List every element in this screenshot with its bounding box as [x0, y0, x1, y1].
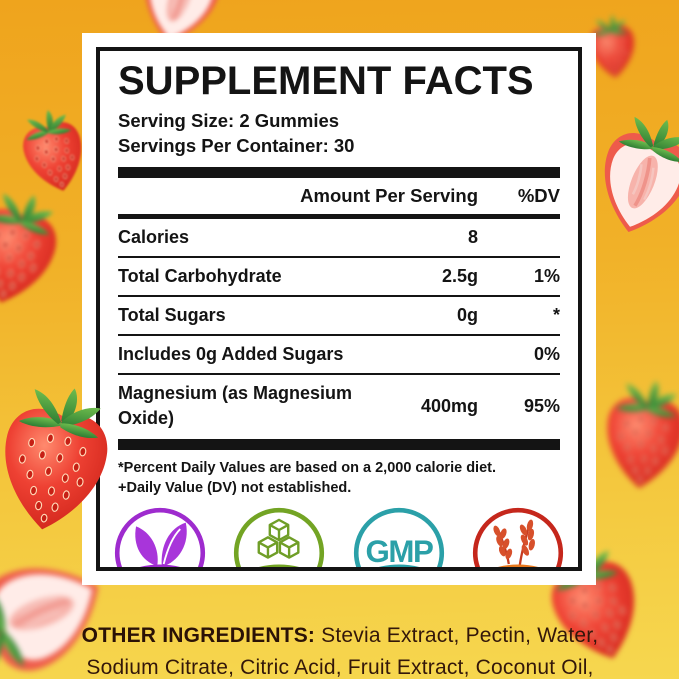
- row-divider: [118, 334, 560, 336]
- row-divider: [118, 373, 560, 375]
- servings-per-container: Servings Per Container: 30: [118, 135, 355, 156]
- nutrient-label: Magnesium (as Magnesium Oxide): [118, 383, 353, 428]
- nutrient-label: Includes 0g Added Sugars: [118, 344, 344, 364]
- gmp-certified-badge: GMP GMP CERTIFIED: [353, 507, 444, 569]
- row-divider: [118, 295, 560, 297]
- nutrient-label: Total Sugars: [118, 305, 226, 325]
- sugar-cubes-icon: [257, 518, 300, 559]
- strawberry-image: [0, 180, 83, 322]
- gmp-letters-icon: GMP: [365, 534, 433, 569]
- nutrient-amount: 0g: [456, 305, 478, 325]
- nutrient-amount: 400mg: [420, 395, 478, 416]
- footnote-line: +Daily Value (DV) not established.: [118, 480, 352, 496]
- table-row: Total Sugars 0g *: [118, 297, 560, 334]
- thick-rule: [118, 439, 560, 450]
- table-row: Magnesium (as Magnesium Oxide) 400mg 95%: [118, 375, 560, 437]
- panel-title: SUPPLEMENT FACTS: [118, 59, 534, 103]
- strawberry-image: [591, 373, 679, 500]
- vegan-friendly-badge: VEGAN FRIENDLY: [114, 507, 206, 567]
- nutrient-amount: 2.5g: [441, 266, 478, 286]
- footnote-line: *Percent Daily Values are based on a 2,0…: [118, 460, 496, 476]
- nutrient-amount: 8: [467, 227, 478, 247]
- nutrient-label: Total Carbohydrate: [118, 266, 282, 286]
- panel-border: SUPPLEMENT FACTS Serving Size: 2 Gummies…: [96, 47, 582, 571]
- row-divider: [118, 256, 560, 258]
- amount-column-header: Amount Per Serving: [300, 185, 478, 206]
- nutrient-dv: 95%: [523, 395, 560, 416]
- other-ingredients-text: OTHER INGREDIENTS: Stevia Extract, Pecti…: [52, 620, 628, 679]
- supplement-facts-panel: SUPPLEMENT FACTS Serving Size: 2 Gummies…: [82, 33, 596, 585]
- nutrient-label: Calories: [118, 227, 190, 247]
- thick-rule: [118, 167, 560, 178]
- nutrient-dv: 0%: [533, 344, 560, 364]
- nutrient-dv: 1%: [533, 266, 560, 286]
- wheat-icon: [493, 519, 535, 566]
- serving-size: Serving Size: 2 Gummies: [118, 110, 340, 131]
- table-row: Total Carbohydrate 2.5g 1%: [118, 258, 560, 295]
- medium-rule: [118, 214, 560, 219]
- gluten-free-badge: GLUTEN FREE: [472, 507, 564, 567]
- other-ingredients-label: OTHER INGREDIENTS:: [81, 624, 316, 647]
- other-ingredients-list: Stevia Extract, Pectin, Water, Sodium Ci…: [86, 624, 599, 679]
- certification-badges: VEGAN FRIENDLY SUGAR FREE GM: [114, 507, 564, 569]
- leaf-icon: [135, 522, 187, 567]
- table-row: Calories 8: [118, 219, 560, 256]
- table-header-row: Amount Per Serving %DV: [118, 178, 560, 214]
- table-row: Includes 0g Added Sugars 0%: [118, 336, 560, 373]
- sugar-free-badge: SUGAR FREE: [234, 507, 325, 567]
- dv-column-header: %DV: [517, 185, 560, 206]
- nutrient-dv: *: [552, 305, 560, 325]
